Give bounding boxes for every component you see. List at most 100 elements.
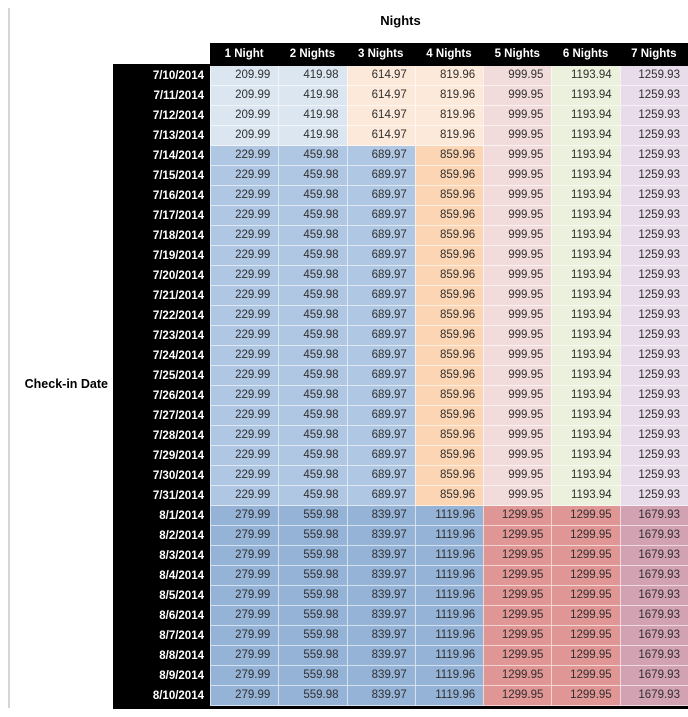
price-cell: 999.95 <box>483 346 552 366</box>
row-header-date: 7/13/2014 <box>113 126 210 146</box>
nights-header-row: 1 Night 2 Nights 3 Nights 4 Nights 5 Nights 6… <box>210 43 688 64</box>
table-row: 7/26/2014 229.99 459.98 689.97 859.96 999.95 1… <box>113 386 688 406</box>
table-row: 7/16/2014 229.99 459.98 689.97 859.96 999.95 1… <box>113 186 688 206</box>
price-cell: 819.96 <box>414 106 484 126</box>
price-cell: 614.97 <box>346 86 415 106</box>
price-cell: 999.95 <box>483 486 552 506</box>
price-cell: 1193.94 <box>551 446 620 466</box>
price-cell: 689.97 <box>346 266 415 286</box>
column-header-6-nights: 6 Nights <box>562 47 609 60</box>
price-cell: 229.99 <box>210 306 279 326</box>
price-cell: 999.95 <box>483 126 552 146</box>
price-cell: 689.97 <box>346 246 415 266</box>
price-cell: 859.96 <box>414 426 484 446</box>
price-cell: 459.98 <box>278 406 347 426</box>
price-cell: 459.98 <box>278 366 347 386</box>
price-cell: 459.98 <box>278 386 347 406</box>
row-header-date: 8/10/2014 <box>113 686 210 706</box>
price-cell: 1193.94 <box>551 466 620 486</box>
left-gridline <box>8 8 10 708</box>
row-header-date: 7/23/2014 <box>113 326 210 346</box>
price-cell: 1193.94 <box>551 306 620 326</box>
price-cell: 279.99 <box>210 646 279 666</box>
price-cell: 1259.93 <box>619 326 688 346</box>
row-header-date: 8/8/2014 <box>113 646 210 666</box>
price-cell: 1259.93 <box>619 206 688 226</box>
price-cell: 1259.93 <box>619 186 688 206</box>
price-cell: 279.99 <box>210 686 279 706</box>
price-cell: 229.99 <box>210 366 279 386</box>
table-row: 8/4/2014 279.99 559.98 839.97 1119.96 1299.95… <box>113 566 688 586</box>
price-cell: 859.96 <box>414 386 484 406</box>
row-header-date: 8/4/2014 <box>113 566 210 586</box>
row-header-date: 7/19/2014 <box>113 246 210 266</box>
price-cell: 459.98 <box>278 286 347 306</box>
price-cell: 459.98 <box>278 466 347 486</box>
price-cell: 209.99 <box>210 106 279 126</box>
price-cell: 459.98 <box>278 206 347 226</box>
price-cell: 859.96 <box>414 246 484 266</box>
table-row: 7/17/2014 229.99 459.98 689.97 859.96 999.95 1… <box>113 206 688 226</box>
price-cell: 559.98 <box>278 666 347 686</box>
price-cell: 819.96 <box>414 86 484 106</box>
price-cell: 859.96 <box>414 486 484 506</box>
row-header-date: 8/1/2014 <box>113 506 210 526</box>
price-cell: 1119.96 <box>414 526 484 546</box>
row-header-date: 7/29/2014 <box>113 446 210 466</box>
row-header-date: 7/10/2014 <box>113 66 210 86</box>
price-cell: 839.97 <box>346 566 415 586</box>
price-cell: 229.99 <box>210 446 279 466</box>
row-header-date: 8/2/2014 <box>113 526 210 546</box>
table-row: 7/11/2014 209.99 419.98 614.97 819.96 999.95 1… <box>113 86 688 106</box>
price-cell: 999.95 <box>483 266 552 286</box>
price-cell: 839.97 <box>346 606 415 626</box>
price-cell: 689.97 <box>346 186 415 206</box>
table-row: 7/13/2014 209.99 419.98 614.97 819.96 999.95 1… <box>113 126 688 146</box>
price-cell: 229.99 <box>210 226 279 246</box>
price-cell: 1193.94 <box>551 366 620 386</box>
price-cell: 1299.95 <box>551 566 620 586</box>
price-cell: 819.96 <box>414 66 484 86</box>
price-cell: 459.98 <box>278 186 347 206</box>
price-cell: 1119.96 <box>414 506 484 526</box>
row-header-date: 7/31/2014 <box>113 486 210 506</box>
price-cell: 839.97 <box>346 586 415 606</box>
row-header-date: 7/11/2014 <box>113 86 210 106</box>
price-cell: 859.96 <box>414 226 484 246</box>
price-cell: 1259.93 <box>619 366 688 386</box>
price-cell: 419.98 <box>278 106 347 126</box>
price-cell: 559.98 <box>278 506 347 526</box>
price-cell: 1679.93 <box>619 586 688 606</box>
price-cell: 1259.93 <box>619 486 688 506</box>
price-cell: 1259.93 <box>619 266 688 286</box>
table-row: 7/29/2014 229.99 459.98 689.97 859.96 999.95 1… <box>113 446 688 466</box>
price-cell: 1259.93 <box>619 466 688 486</box>
price-cell: 999.95 <box>483 386 552 406</box>
table-row: 8/6/2014 279.99 559.98 839.97 1119.96 1299.95… <box>113 606 688 626</box>
row-header-date: 7/20/2014 <box>113 266 210 286</box>
price-cell: 999.95 <box>483 466 552 486</box>
row-header-date: 7/22/2014 <box>113 306 210 326</box>
price-cell: 689.97 <box>346 426 415 446</box>
price-cell: 1259.93 <box>619 386 688 406</box>
price-cell: 999.95 <box>483 226 552 246</box>
price-cell: 1299.95 <box>483 586 552 606</box>
table-row: 7/21/2014 229.99 459.98 689.97 859.96 999.95 1… <box>113 286 688 306</box>
price-cell: 1259.93 <box>619 426 688 446</box>
table-row: 7/19/2014 229.99 459.98 689.97 859.96 999.95 1… <box>113 246 688 266</box>
price-cell: 1299.95 <box>551 626 620 646</box>
price-cell: 689.97 <box>346 486 415 506</box>
price-cell: 279.99 <box>210 626 279 646</box>
row-header-date: 7/25/2014 <box>113 366 210 386</box>
price-cell: 559.98 <box>278 586 347 606</box>
price-cell: 1193.94 <box>551 186 620 206</box>
price-cell: 1259.93 <box>619 166 688 186</box>
price-cell: 614.97 <box>346 106 415 126</box>
price-cell: 229.99 <box>210 426 279 446</box>
row-header-date: 7/18/2014 <box>113 226 210 246</box>
row-header-date: 7/21/2014 <box>113 286 210 306</box>
row-header-date: 8/3/2014 <box>113 546 210 566</box>
price-cell: 1679.93 <box>619 626 688 646</box>
price-cell: 999.95 <box>483 286 552 306</box>
